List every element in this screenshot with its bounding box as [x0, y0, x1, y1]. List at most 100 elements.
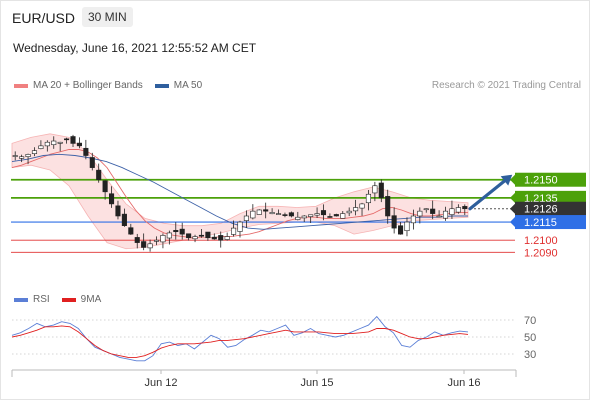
candle-body	[147, 243, 153, 249]
legend-label-ma20: MA 20 + Bollinger Bands	[33, 80, 143, 91]
candle-body	[333, 214, 339, 217]
candle-body	[243, 215, 249, 221]
candle-body	[417, 210, 423, 217]
candle-body	[295, 216, 301, 220]
candle-body	[70, 136, 76, 144]
candle-body	[449, 208, 455, 215]
candle	[25, 153, 31, 165]
candle-body	[160, 235, 166, 243]
candle	[96, 163, 102, 183]
rsi-legend: RSI 9MA	[14, 294, 113, 305]
candle	[295, 211, 301, 221]
candle-body	[192, 236, 198, 240]
forecast-arrow-head	[500, 174, 513, 186]
candle	[173, 222, 179, 240]
candle-body	[410, 215, 416, 224]
candle-body	[455, 207, 461, 213]
candle-body	[327, 216, 333, 218]
candle-body	[121, 213, 127, 226]
candle	[121, 208, 127, 227]
candle-body	[282, 214, 288, 216]
candle	[76, 137, 82, 149]
x-tick-label: Jun 15	[300, 377, 333, 389]
legend-swatch-9ma	[61, 297, 76, 302]
candle	[166, 230, 172, 245]
candle-body	[359, 203, 365, 209]
timeframe-badge[interactable]: 30 MIN	[82, 7, 133, 27]
candle-body	[186, 233, 192, 239]
rsi-ma9-line	[11, 325, 469, 358]
candle	[410, 209, 416, 230]
candle	[308, 214, 314, 224]
candle	[263, 202, 269, 219]
candle	[436, 210, 442, 218]
candle	[31, 147, 38, 157]
candle	[398, 221, 404, 235]
candle	[455, 204, 461, 214]
datetime-label: Wednesday, June 16, 2021 12:55:52 AM CET	[13, 41, 257, 55]
candle	[449, 200, 455, 219]
candle-body	[346, 210, 352, 214]
candle-body	[166, 232, 172, 239]
candle	[205, 231, 211, 241]
level-label-text: 1.2150	[524, 175, 558, 187]
level-label-1.2100: 1.2100	[524, 235, 558, 247]
rsi-tick-50: 50	[524, 332, 536, 344]
candle	[391, 207, 397, 234]
symbol-label: EUR/USD	[12, 10, 76, 26]
candle	[320, 204, 327, 221]
candle	[462, 204, 468, 216]
candle-body	[372, 185, 378, 194]
level-label-1.2150: 1.2150	[510, 172, 586, 187]
level-label-1.2115: 1.2115	[510, 215, 586, 230]
candle-body	[423, 208, 429, 211]
candle	[12, 151, 18, 161]
rsi-tick-70: 70	[524, 315, 536, 327]
level-label-text: 1.2126	[524, 204, 558, 216]
candle	[51, 136, 57, 149]
candle	[237, 220, 243, 238]
candle	[179, 222, 185, 240]
candle-body	[198, 234, 205, 237]
candle	[442, 206, 449, 221]
candle-body	[153, 239, 160, 242]
candle-body	[76, 142, 82, 147]
candle-body	[19, 156, 25, 159]
candle	[186, 233, 192, 241]
candle-body	[12, 155, 18, 157]
candle	[282, 212, 288, 218]
candle	[211, 233, 217, 240]
candle	[231, 220, 237, 237]
candle	[385, 189, 391, 224]
level-label-box	[515, 215, 586, 230]
candle-body	[218, 235, 224, 241]
level-label-text: 1.2090	[524, 247, 558, 259]
candle	[134, 233, 140, 249]
candle	[109, 186, 115, 208]
candle	[224, 232, 230, 241]
candle	[365, 190, 371, 211]
candle-body	[141, 241, 147, 248]
candle-body	[340, 213, 346, 219]
candle	[340, 211, 346, 219]
legend-label-rsi: RSI	[33, 294, 50, 305]
candle	[275, 209, 282, 215]
candle	[57, 141, 63, 152]
legend-swatch-ma20	[14, 83, 28, 88]
candle-body	[211, 236, 217, 240]
candle-body	[314, 213, 320, 216]
candle-body	[353, 207, 359, 212]
candle-body	[57, 141, 63, 144]
candle	[250, 204, 256, 220]
legend-label-ma50: MA 50	[173, 80, 203, 91]
candle-body	[231, 227, 237, 235]
candle	[141, 233, 147, 251]
candle	[19, 154, 25, 163]
candle-body	[308, 214, 314, 217]
level-label-pointer	[510, 192, 515, 203]
candle-body	[404, 221, 410, 232]
candle-body	[83, 147, 89, 156]
candle	[115, 200, 121, 220]
level-label-box	[515, 190, 586, 205]
candle	[333, 213, 339, 217]
